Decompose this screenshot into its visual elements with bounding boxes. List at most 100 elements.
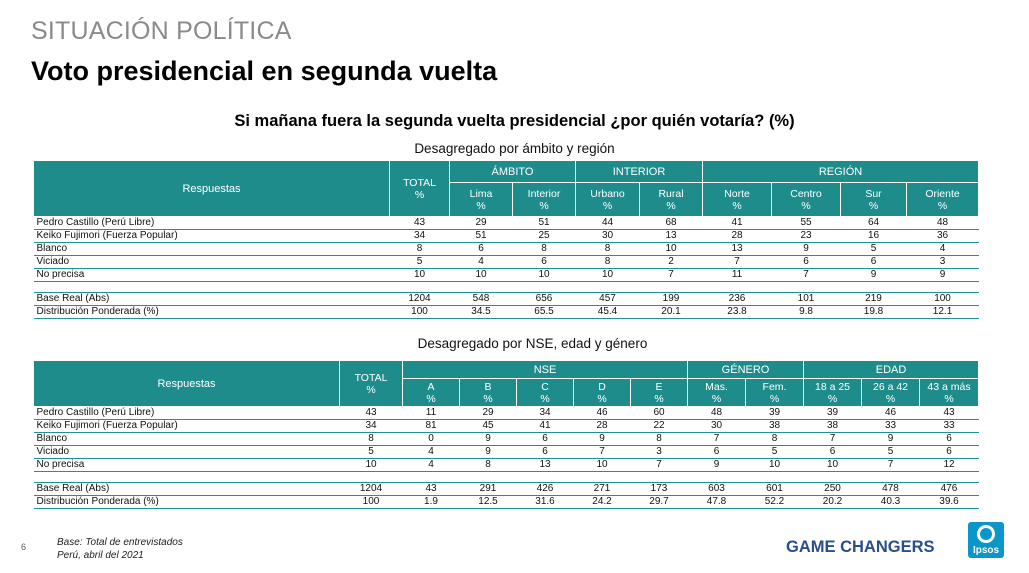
table-cell: 43 [339, 406, 403, 420]
column-header: Norte % [702, 182, 773, 217]
table-cell: 4 [906, 242, 979, 256]
table-cell: 20.2 [803, 495, 862, 509]
footnote-base: Base: Total de entrevistados [57, 537, 183, 548]
table-cell: 29 [459, 406, 517, 420]
column-header-label: D % [597, 380, 607, 405]
table-cell: 41 [702, 216, 772, 230]
table-cell: 7 [771, 268, 841, 282]
column-header: Rural % [639, 182, 704, 217]
table-cell: 55 [771, 216, 841, 230]
table-cell: 7 [861, 458, 920, 472]
table-cell: 236 [702, 292, 772, 306]
column-header: E % [629, 378, 689, 407]
table-cell: 34 [389, 229, 450, 243]
column-header: Fem. % [745, 378, 805, 407]
table-cell: 173 [630, 482, 688, 496]
column-header: Oriente % [906, 182, 980, 217]
page-number: 6 [21, 542, 27, 552]
table-cell: 476 [919, 482, 979, 496]
table-cell: 33 [861, 419, 920, 433]
table-row: Viciado 5 4 6 8 2 7 6 6 3 [33, 255, 979, 269]
tagline: GAME CHANGERS [786, 538, 935, 556]
table-cell: 457 [575, 292, 640, 306]
table-cell: 5 [745, 445, 804, 459]
table-cell: 8 [512, 242, 576, 256]
table-cell: 7 [573, 445, 631, 459]
table-cell: 7 [639, 268, 703, 282]
table-cell: 51 [449, 229, 513, 243]
table-cell: 10 [573, 458, 631, 472]
table-cell: 291 [459, 482, 517, 496]
table-cell: 100 [339, 495, 403, 509]
table-cell: 10 [512, 268, 576, 282]
column-header-label: 43 a más % [927, 380, 971, 405]
group-header-genero: GÉNERO [687, 360, 805, 379]
table-cell: 199 [639, 292, 703, 306]
column-header: Lima % [449, 182, 513, 217]
table-cell: 30 [575, 229, 640, 243]
table-cell: 7 [687, 432, 746, 446]
group-header-region: REGIÓN [702, 160, 980, 183]
table-cell: 31.6 [516, 495, 574, 509]
table-cell: 10 [803, 458, 862, 472]
table-cell: 219 [840, 292, 907, 306]
column-header: 26 a 42 % [861, 378, 921, 407]
table-cell: 9.8 [771, 305, 841, 319]
column-header-label: Urbano % [590, 187, 625, 212]
table-cell: 46 [573, 406, 631, 420]
table-cell: 12.5 [459, 495, 517, 509]
column-header: C % [516, 378, 574, 407]
table-cell: 48 [906, 216, 979, 230]
table-cell: 101 [771, 292, 841, 306]
column-header-label: Oriente % [925, 187, 960, 212]
table-cell: 4 [402, 445, 460, 459]
table-cell: 11 [702, 268, 772, 282]
respuestas-header: Respuestas [33, 360, 340, 407]
table-cell: 9 [573, 432, 631, 446]
table-cell: 5 [389, 255, 450, 269]
table-cell: 601 [745, 482, 804, 496]
table-cell: 250 [803, 482, 862, 496]
section-title: SITUACIÓN POLÍTICA [31, 17, 292, 45]
table-cell: 6 [516, 432, 574, 446]
table-cell: 13 [639, 229, 703, 243]
table-cell: 36 [906, 229, 979, 243]
column-header: Sur % [840, 182, 908, 217]
row-label: No precisa [33, 458, 340, 472]
row-label: Pedro Castillo (Perú Libre) [33, 406, 340, 420]
row-label: Base Real (Abs) [33, 292, 390, 306]
table-cell: 64 [840, 216, 907, 230]
table-cell: 6 [771, 255, 841, 269]
table-cell: 29 [449, 216, 513, 230]
table-cell: 48 [687, 406, 746, 420]
table-cell: 10 [575, 268, 640, 282]
table-row: Distribución Ponderada (%) 100 34.5 65.5 45.… [33, 305, 979, 319]
table-cell: 100 [906, 292, 979, 306]
table-cell: 22 [630, 419, 688, 433]
table-cell: 34 [516, 406, 574, 420]
table-cell: 39.6 [919, 495, 979, 509]
table-cell: 656 [512, 292, 576, 306]
table-cell: 8 [575, 255, 640, 269]
table-cell: 16 [840, 229, 907, 243]
table-cell: 52.2 [745, 495, 804, 509]
column-header-label: Fem. % [762, 380, 787, 405]
column-header: Mas. % [687, 378, 747, 407]
table-cell: 10 [389, 268, 450, 282]
table-cell: 8 [339, 432, 403, 446]
table-cell: 43 [389, 216, 450, 230]
table-row: Base Real (Abs) 1204 548 656 457 199 236 101 219… [33, 292, 979, 306]
table-cell: 39 [745, 406, 804, 420]
table-cell: 0 [402, 432, 460, 446]
table-cell: 6 [516, 445, 574, 459]
column-header: D % [573, 378, 631, 407]
table-cell: 5 [840, 242, 907, 256]
table-cell: 1204 [389, 292, 450, 306]
table-cell: 6 [512, 255, 576, 269]
table-cell: 6 [840, 255, 907, 269]
table2-subtitle: Desagregado por NSE, edad y género [417, 336, 648, 351]
column-header-label: Norte % [724, 187, 750, 212]
table-cell: 65.5 [512, 305, 576, 319]
table-cell: 10 [745, 458, 804, 472]
table-cell: 426 [516, 482, 574, 496]
